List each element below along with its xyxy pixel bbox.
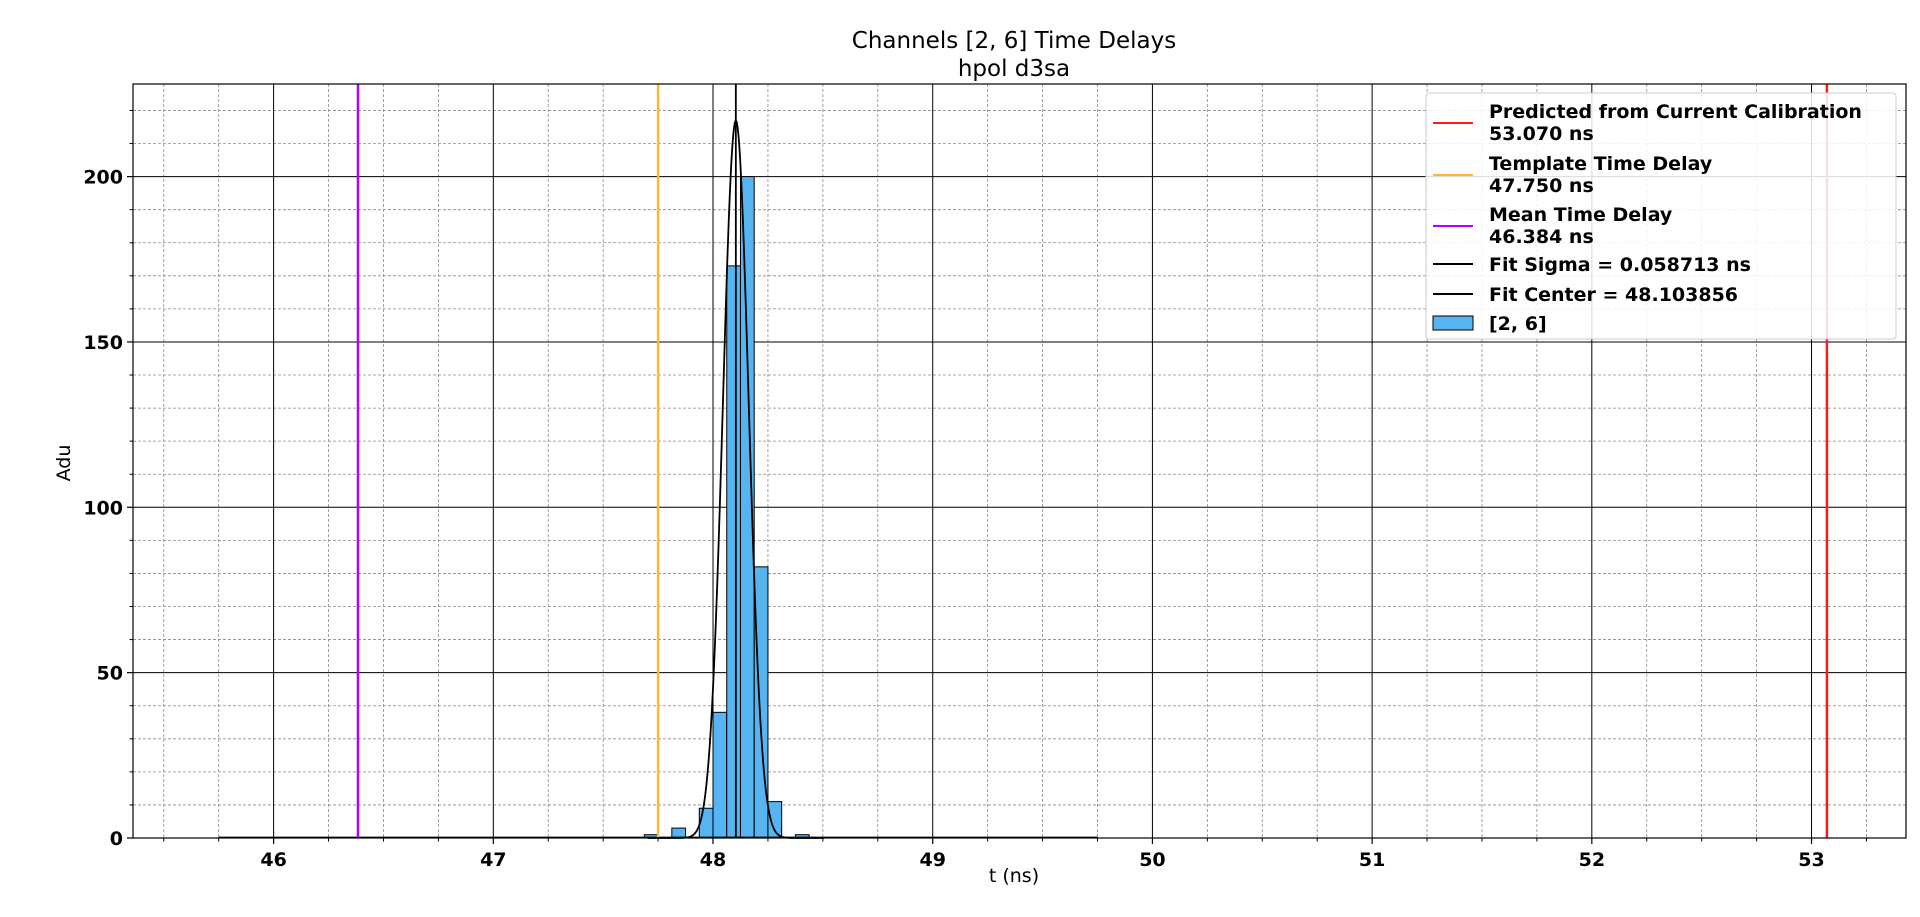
histogram-bar: [726, 265, 741, 839]
y-tick-label: 200: [83, 167, 123, 189]
y-tick-label: 0: [110, 828, 123, 850]
legend-box: [1425, 92, 1897, 340]
legend-label: Fit Center = 48.103856: [1489, 284, 1738, 306]
axis-ticks: 46 47 48 49 50 51 52 53 0 50 100 150 200: [83, 109, 1867, 871]
histogram-bar: [712, 711, 728, 839]
x-axis-label: t (ns): [989, 865, 1039, 887]
chart-title: Channels [2, 6] Time Delays: [852, 28, 1176, 54]
histogram-bar: [698, 807, 714, 839]
plot-frame: [132, 83, 1907, 839]
gaussian-fit: [647, 84, 824, 839]
y-tick-label: 100: [83, 497, 123, 519]
x-tick-label: 52: [1579, 849, 1605, 871]
legend-value: 53.070 ns: [1489, 123, 1594, 145]
y-tick-label: 150: [83, 332, 123, 354]
legend-label: Template Time Delay: [1489, 153, 1713, 175]
x-tick-label: 53: [1798, 849, 1824, 871]
histogram-bars: [643, 176, 810, 839]
legend-label: Fit Sigma = 0.058713 ns: [1489, 254, 1751, 276]
legend-label: Predicted from Current Calibration: [1489, 101, 1862, 123]
x-tick-label: 49: [919, 849, 945, 871]
x-tick-label: 50: [1139, 849, 1165, 871]
legend-value: 46.384 ns: [1489, 226, 1594, 248]
x-tick-label: 46: [260, 849, 286, 871]
y-axis-label: Adu: [53, 445, 75, 482]
x-tick-label: 48: [700, 849, 726, 871]
x-tick-label: 51: [1359, 849, 1385, 871]
legend-swatch: [1432, 315, 1474, 331]
y-tick-label: 50: [97, 663, 123, 685]
chart-subtitle: hpol d3sa: [958, 56, 1070, 82]
histogram-bar: [671, 827, 687, 839]
legend-label: Mean Time Delay: [1489, 204, 1673, 226]
legend-value: 47.750 ns: [1489, 175, 1594, 197]
x-tick-label: 47: [480, 849, 506, 871]
legend-label: [2, 6]: [1489, 313, 1547, 335]
legend: Predicted from Current Calibration53.070…: [1425, 92, 1897, 340]
